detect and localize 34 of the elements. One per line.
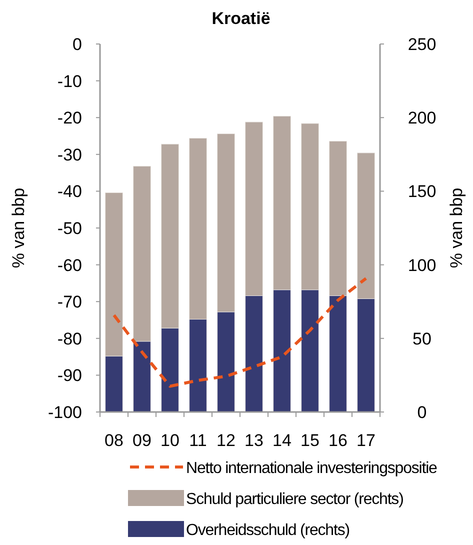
legend-label: Netto internationale investeringspositie bbox=[186, 460, 438, 477]
y-tick-label: 0 bbox=[72, 35, 82, 54]
y2-tick-label: 100 bbox=[408, 256, 436, 275]
y-tick-label: -30 bbox=[57, 145, 82, 164]
y2-tick-label: 150 bbox=[408, 182, 436, 202]
y-tick-label: -60 bbox=[57, 256, 82, 275]
y2-tick-label: 200 bbox=[408, 108, 436, 128]
y-tick-label: -80 bbox=[57, 329, 82, 348]
x-tick-label: 10 bbox=[160, 431, 180, 450]
y-axis-title: % van bbp bbox=[9, 188, 28, 268]
y-tick-label: -100 bbox=[48, 403, 82, 422]
y2-tick-label: 0 bbox=[417, 403, 427, 422]
x-tick-label: 14 bbox=[272, 431, 292, 450]
legend-label: Overheidsschuld (rechts) bbox=[186, 522, 350, 539]
y2-tick-label: 250 bbox=[408, 35, 436, 54]
y-tick-label: -10 bbox=[57, 72, 82, 91]
legend-label: Schuld particuliere sector (rechts) bbox=[186, 491, 404, 508]
x-tick-label: 15 bbox=[300, 431, 320, 450]
chart-title: Kroatië bbox=[212, 9, 270, 28]
x-tick-label: 11 bbox=[189, 431, 207, 450]
line-series bbox=[112, 276, 368, 388]
y-tick-label: -50 bbox=[57, 219, 82, 238]
y-tick-label: -90 bbox=[57, 366, 82, 386]
y2-tick-label: 50 bbox=[412, 329, 432, 348]
x-tick-label: 09 bbox=[132, 431, 152, 450]
x-tick-label: 17 bbox=[356, 431, 376, 450]
y-tick-label: -20 bbox=[57, 108, 82, 128]
x-tick-label: 13 bbox=[244, 431, 264, 450]
x-tick-label: 08 bbox=[104, 431, 124, 450]
y-tick-label: -40 bbox=[57, 182, 82, 202]
x-tick-label: 12 bbox=[216, 431, 236, 450]
y-tick-label: -70 bbox=[57, 292, 82, 312]
x-tick-label: 16 bbox=[328, 431, 348, 450]
y2-axis-title: % van bbp bbox=[447, 188, 466, 268]
